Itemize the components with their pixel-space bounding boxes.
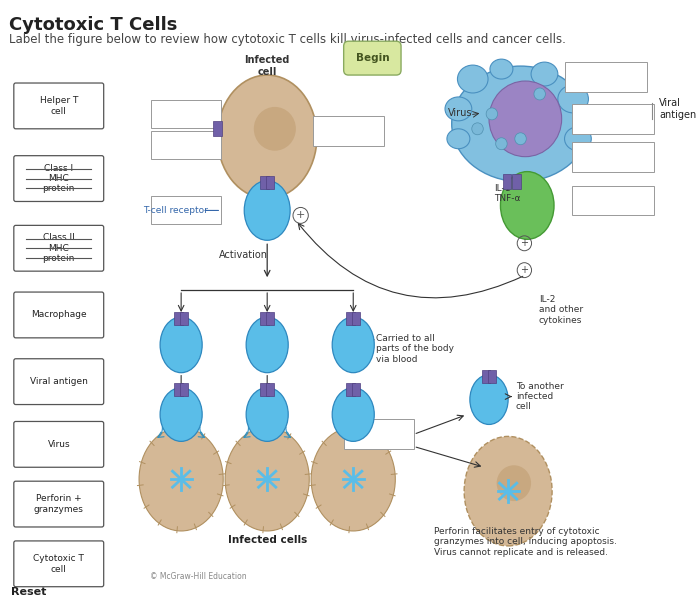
FancyBboxPatch shape: [14, 156, 104, 201]
Ellipse shape: [160, 317, 202, 373]
Text: +: +: [520, 239, 528, 248]
Ellipse shape: [489, 81, 561, 157]
Text: Perforin facilitates entry of cytotoxic
granzymes into cell, inducing apoptosis.: Perforin facilitates entry of cytotoxic …: [433, 527, 617, 557]
FancyBboxPatch shape: [572, 185, 654, 215]
FancyBboxPatch shape: [150, 100, 221, 128]
Ellipse shape: [558, 85, 589, 113]
Text: T-cell receptor: T-cell receptor: [143, 206, 208, 215]
FancyBboxPatch shape: [266, 383, 274, 396]
FancyBboxPatch shape: [572, 104, 654, 134]
Ellipse shape: [531, 62, 558, 86]
Ellipse shape: [218, 75, 317, 198]
FancyBboxPatch shape: [260, 383, 269, 396]
FancyBboxPatch shape: [260, 176, 269, 189]
Text: Infected cells: Infected cells: [228, 535, 307, 545]
Text: IL-2
and other
cytokines: IL-2 and other cytokines: [539, 295, 583, 325]
Ellipse shape: [500, 171, 554, 239]
FancyBboxPatch shape: [260, 312, 269, 325]
Text: Infected
cell: Infected cell: [244, 55, 290, 77]
Ellipse shape: [312, 428, 395, 531]
Text: Reset: Reset: [11, 587, 46, 597]
Ellipse shape: [445, 97, 472, 121]
Ellipse shape: [564, 127, 592, 151]
Ellipse shape: [464, 436, 552, 546]
Text: Class I
MHC
protein: Class I MHC protein: [43, 163, 75, 193]
FancyBboxPatch shape: [14, 359, 104, 404]
FancyBboxPatch shape: [174, 312, 183, 325]
Ellipse shape: [458, 65, 488, 93]
Ellipse shape: [447, 129, 470, 149]
FancyBboxPatch shape: [14, 481, 104, 527]
Text: Label the figure below to review how cytotoxic T cells kill virus-infected cells: Label the figure below to review how cyt…: [9, 33, 566, 46]
Ellipse shape: [490, 59, 513, 79]
Text: Viral antigen: Viral antigen: [30, 377, 88, 386]
Text: Virus: Virus: [48, 440, 70, 449]
Ellipse shape: [160, 387, 202, 442]
Text: IL-1
TNF-α: IL-1 TNF-α: [494, 184, 520, 203]
Ellipse shape: [332, 317, 375, 373]
Text: Begin: Begin: [356, 53, 389, 63]
FancyBboxPatch shape: [512, 174, 521, 189]
Text: © McGraw-Hill Education: © McGraw-Hill Education: [150, 572, 246, 581]
FancyBboxPatch shape: [313, 116, 384, 146]
Text: Perforin +
granzymes: Perforin + granzymes: [34, 494, 84, 514]
FancyBboxPatch shape: [352, 383, 361, 396]
Ellipse shape: [246, 317, 288, 373]
FancyBboxPatch shape: [346, 312, 355, 325]
Ellipse shape: [254, 107, 296, 151]
FancyBboxPatch shape: [14, 292, 104, 338]
FancyBboxPatch shape: [14, 541, 104, 587]
FancyBboxPatch shape: [14, 225, 104, 271]
FancyBboxPatch shape: [174, 383, 183, 396]
FancyBboxPatch shape: [488, 370, 496, 383]
Ellipse shape: [225, 428, 309, 531]
FancyBboxPatch shape: [503, 174, 512, 189]
FancyBboxPatch shape: [14, 83, 104, 129]
Ellipse shape: [452, 66, 589, 182]
FancyBboxPatch shape: [344, 41, 401, 75]
FancyBboxPatch shape: [266, 176, 274, 189]
Text: Cytotoxic T Cells: Cytotoxic T Cells: [9, 16, 177, 34]
FancyBboxPatch shape: [482, 370, 491, 383]
Text: Viral
antigen: Viral antigen: [659, 98, 696, 120]
FancyBboxPatch shape: [346, 383, 355, 396]
Ellipse shape: [246, 387, 288, 442]
FancyBboxPatch shape: [150, 131, 221, 159]
FancyBboxPatch shape: [14, 422, 104, 467]
FancyBboxPatch shape: [180, 312, 188, 325]
Text: Class II
MHC
protein: Class II MHC protein: [43, 234, 75, 263]
FancyBboxPatch shape: [572, 142, 654, 171]
Text: Cytotoxic T
cell: Cytotoxic T cell: [34, 554, 84, 573]
Text: +: +: [520, 265, 528, 275]
FancyBboxPatch shape: [266, 312, 274, 325]
Ellipse shape: [472, 123, 483, 135]
Ellipse shape: [514, 133, 526, 145]
FancyBboxPatch shape: [180, 383, 188, 396]
Text: Virus: Virus: [448, 108, 472, 118]
Ellipse shape: [470, 375, 508, 425]
Ellipse shape: [332, 387, 375, 442]
Ellipse shape: [497, 465, 531, 501]
FancyBboxPatch shape: [352, 312, 361, 325]
Text: Helper T
cell: Helper T cell: [40, 96, 78, 116]
Text: Carried to all
parts of the body
via blood: Carried to all parts of the body via blo…: [376, 334, 454, 364]
Ellipse shape: [534, 88, 545, 100]
FancyBboxPatch shape: [344, 420, 414, 450]
Text: +: +: [296, 210, 305, 220]
Ellipse shape: [486, 108, 498, 120]
Text: To another
infected
cell: To another infected cell: [516, 382, 564, 412]
Ellipse shape: [139, 428, 223, 531]
FancyBboxPatch shape: [564, 62, 647, 92]
Text: Activation: Activation: [219, 250, 268, 260]
Ellipse shape: [496, 138, 508, 149]
Ellipse shape: [244, 181, 290, 240]
FancyBboxPatch shape: [214, 121, 222, 136]
Text: Macrophage: Macrophage: [31, 310, 87, 320]
FancyBboxPatch shape: [150, 196, 221, 224]
